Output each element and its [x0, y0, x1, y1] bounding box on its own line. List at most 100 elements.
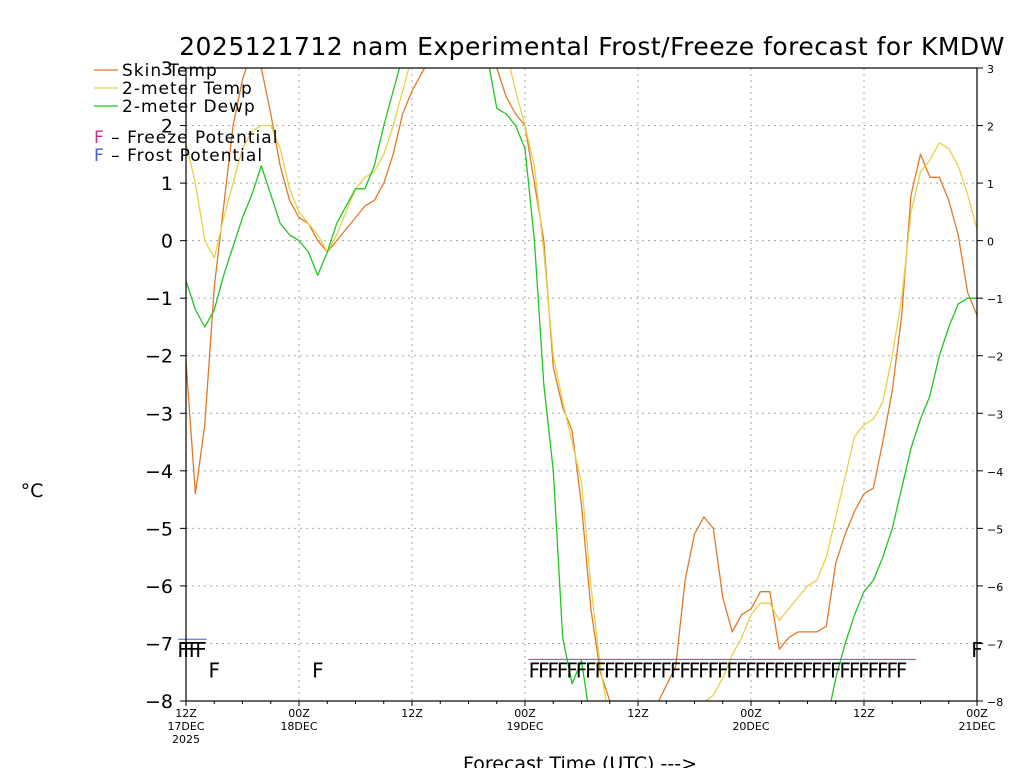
freeze-marker: F	[811, 658, 823, 682]
freeze-marker: F	[877, 658, 889, 682]
y-tick-label-right: −6	[987, 581, 1003, 594]
legend-label-2-meter-temp: 2-meter Temp	[122, 79, 253, 99]
frost-marker: F	[177, 638, 189, 662]
y-tick-label-left: −7	[145, 633, 173, 655]
freeze-marker: F	[538, 658, 550, 682]
freeze-marker: F	[660, 658, 672, 682]
freeze-marker: F	[792, 658, 804, 682]
freeze-marker: F	[726, 658, 738, 682]
freeze-marker: F	[557, 658, 569, 682]
freeze-marker: F	[679, 658, 691, 682]
freeze-marker: F	[830, 658, 842, 682]
freeze-marker: F	[604, 658, 616, 682]
x-tick-label-time: 12Z	[175, 707, 197, 720]
2-meter-temp-line	[186, 68, 977, 701]
freeze-marker: F	[839, 658, 851, 682]
y-tick-label-right: −5	[987, 523, 1003, 536]
legend-potential-frost: F – Frost Potential	[94, 146, 263, 166]
y-tick-label-right: −8	[987, 696, 1003, 709]
freeze-marker: F	[651, 658, 663, 682]
x-tick-label-time: 12Z	[401, 707, 423, 720]
y-tick-label-left: −8	[145, 691, 173, 713]
y-tick-label-left: −6	[145, 576, 173, 598]
x-tick-label-time: 12Z	[627, 707, 649, 720]
freeze-marker: F	[576, 658, 588, 682]
x-tick-label-date: 21DEC	[958, 720, 995, 733]
y-tick-label-left: −3	[145, 403, 173, 425]
x-tick-label-date: 18DEC	[280, 720, 317, 733]
y-tick-label-right: 0	[987, 236, 994, 249]
data-series	[186, 68, 977, 701]
y-tick-label-right: −7	[987, 638, 1003, 651]
y-tick-label-left: −1	[145, 288, 173, 310]
freeze-marker: F	[802, 658, 814, 682]
y-tick-label-left: 1	[161, 173, 173, 195]
2-meter-dewp-line	[186, 68, 977, 701]
freeze-marker: F	[613, 658, 625, 682]
x-tick-label-date: 19DEC	[506, 720, 543, 733]
x-tick-label-time: 12Z	[853, 707, 875, 720]
freeze-marker: F	[849, 658, 861, 682]
freeze-marker: F	[858, 658, 870, 682]
x-tick-label-time: 00Z	[740, 707, 762, 720]
y-tick-label-right: −4	[987, 466, 1003, 479]
skin-temp-line	[186, 68, 977, 701]
freeze-marker: F	[868, 658, 880, 682]
freeze-marker: F	[632, 658, 644, 682]
freeze-marker: F	[783, 658, 795, 682]
frost-marker: F	[195, 638, 207, 662]
x-tick-label-time: 00Z	[514, 707, 536, 720]
freeze-marker: F	[708, 658, 720, 682]
freeze-marker: F	[736, 658, 748, 682]
x-tick-label-date: 17DEC	[167, 720, 204, 733]
y-tick-label-right: −3	[987, 408, 1003, 421]
y-tick-label-left: 0	[161, 231, 173, 253]
freeze-marker: F	[886, 658, 898, 682]
frost-marker: F	[189, 638, 201, 662]
freeze-marker: F	[312, 658, 324, 682]
frost-marker: F	[183, 638, 195, 662]
freeze-marker: F	[670, 658, 682, 682]
y-tick-label-left: −4	[145, 461, 173, 483]
y-tick-label-right: −1	[987, 293, 1003, 306]
y-tick-label-right: 1	[987, 178, 994, 191]
y-tick-label-right: 3	[987, 63, 994, 76]
freeze-marker: F	[755, 658, 767, 682]
y-tick-label-right: −2	[987, 351, 1003, 364]
y-axis-label: °C	[21, 480, 44, 502]
y-tick-label-left: 2	[161, 116, 173, 138]
y-tick-label-left: 3	[161, 58, 173, 80]
freeze-marker: F	[547, 658, 559, 682]
legend-potential-freeze: F – Freeze Potential	[94, 128, 278, 148]
freeze-marker: F	[595, 658, 607, 682]
y-tick-label-right: 2	[987, 121, 994, 134]
freeze-marker: F	[689, 658, 701, 682]
legend-label-2-meter-dewp: 2-meter Dewp	[122, 97, 256, 117]
x-tick-label-date: 20DEC	[732, 720, 769, 733]
x-tick-label-time: 00Z	[288, 707, 310, 720]
freeze-marker: F	[698, 658, 710, 682]
freeze-marker: F	[566, 658, 578, 682]
freeze-marker: F	[585, 658, 597, 682]
y-tick-label-left: −2	[145, 346, 173, 368]
x-tick-label-time: 00Z	[966, 707, 988, 720]
freeze-marker: F	[745, 658, 757, 682]
x-axis-label: Forecast Time (UTC) --->	[463, 753, 697, 768]
freeze-marker: F	[717, 658, 729, 682]
freeze-marker: F	[642, 658, 654, 682]
legend-label-skin-temp: Skin Temp	[122, 61, 218, 81]
freeze-marker-group: F F FFFFFFFFFFFFFFFFFFFFFFFFFFFFFFFFFFFFFF…	[208, 658, 916, 682]
freeze-marker: F	[764, 658, 776, 682]
freeze-marker: F	[821, 658, 833, 682]
freeze-marker: F	[529, 658, 541, 682]
freeze-marker: F	[896, 658, 908, 682]
x-tick-label-year: 2025	[172, 733, 200, 746]
freeze-marker: F	[623, 658, 635, 682]
freeze-marker: F	[208, 658, 220, 682]
freeze-marker: F	[773, 658, 785, 682]
chart-title: 2025121712 nam Experimental Frost/Freeze…	[179, 32, 1005, 61]
plot-frame	[185, 67, 978, 702]
